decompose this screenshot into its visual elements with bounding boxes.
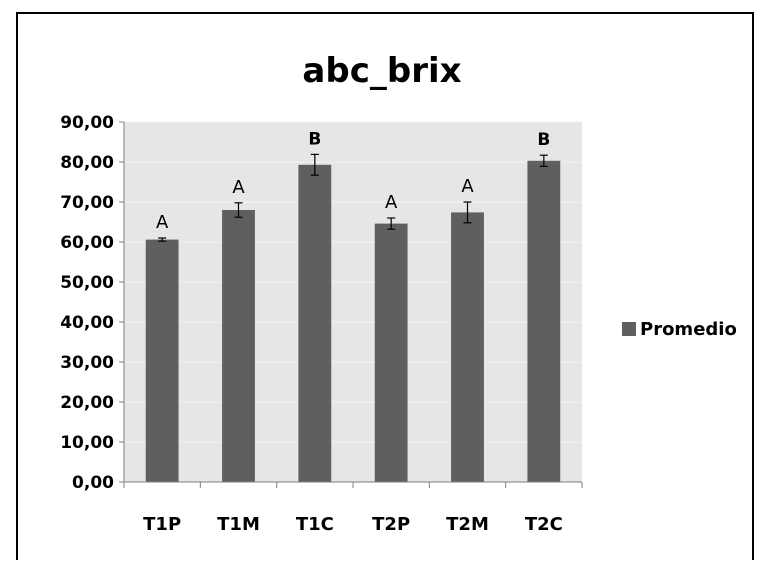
significance-label: A	[385, 192, 398, 213]
y-tick-label: 90,00	[60, 113, 114, 133]
chart-title: abc_brix	[302, 51, 461, 91]
y-tick-label: 40,00	[60, 313, 114, 333]
x-axis-ticks: T1P T1M T1C T2P T2M T2C	[123, 482, 583, 535]
error-bars-group	[158, 153, 548, 242]
bar-t1c	[298, 164, 332, 483]
gridlines	[124, 121, 582, 443]
legend: Promedio	[622, 319, 737, 340]
bar-t1p	[145, 239, 179, 482]
y-tick-label: 10,00	[60, 433, 114, 453]
legend-swatch-promedio	[622, 322, 636, 336]
x-tick-label: T2P	[372, 514, 410, 535]
significance-label: A	[461, 176, 474, 197]
significance-labels-group: A A B A A B	[156, 129, 550, 233]
y-tick-label: 50,00	[60, 273, 114, 293]
bar-t2c	[527, 160, 561, 483]
y-tick-label: 70,00	[60, 193, 114, 213]
bar-t1m	[222, 210, 255, 482]
chart-border	[16, 12, 754, 560]
bars-group	[145, 160, 561, 483]
significance-label: B	[537, 130, 550, 150]
legend-label-promedio: Promedio	[640, 319, 737, 340]
plot-area	[124, 122, 582, 482]
y-tick-label: 20,00	[60, 393, 114, 413]
significance-label: B	[308, 129, 321, 149]
x-tick-label: T2C	[525, 514, 563, 535]
y-axis-ticks: 0,00 10,00 20,00 30,00 40,00 50,00 60,00 70,00 8…	[60, 113, 124, 493]
y-tick-label: 60,00	[60, 233, 114, 253]
x-tick-label: T1P	[143, 514, 181, 535]
significance-label: A	[232, 177, 245, 198]
x-tick-label: T1M	[217, 514, 260, 535]
x-tick-label: T1C	[296, 514, 334, 535]
bar-t2p	[374, 223, 408, 482]
x-tick-label: T2M	[446, 514, 489, 535]
bar-t2m	[451, 212, 484, 482]
y-tick-label: 0,00	[72, 473, 114, 493]
significance-label: A	[156, 212, 169, 233]
y-tick-label: 30,00	[60, 353, 114, 373]
y-tick-label: 80,00	[60, 153, 114, 173]
